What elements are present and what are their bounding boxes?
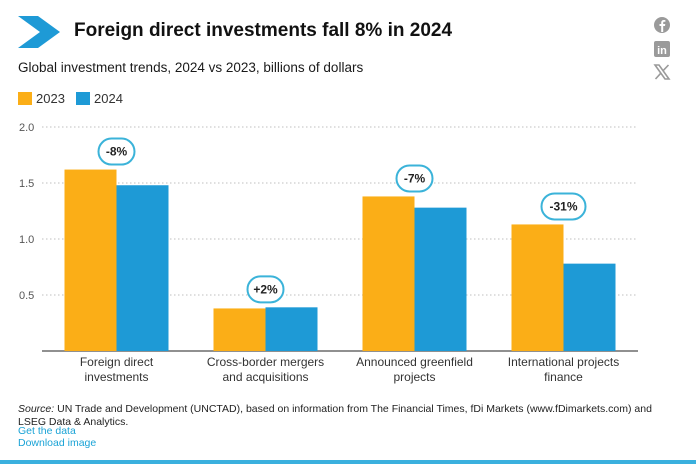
bar-2023-1 <box>213 308 266 351</box>
bar-2024-1 <box>265 307 318 351</box>
change-annotation-bubble <box>395 164 434 193</box>
change-annotation-bubble <box>246 275 285 304</box>
x-tick-label-line: Announced greenfield <box>356 355 473 369</box>
y-tick-label: 0.5 <box>19 290 34 302</box>
facebook-icon[interactable] <box>651 16 673 34</box>
y-tick-label: 2.0 <box>19 122 34 134</box>
linkedin-icon-text: in <box>657 45 667 57</box>
x-tick-label: Cross-border mergers and acquisitions <box>207 355 324 384</box>
linkedin-icon[interactable]: in <box>651 40 673 58</box>
bar-chart: 2.0 1.5 1.0 0.5 Foreign direct investments -8%… <box>19 122 638 384</box>
source-note: Source: UN Trade and Development (UNCTAD… <box>18 403 678 428</box>
x-tick-label-line: investments <box>84 370 148 384</box>
bar-2024-0 <box>116 185 169 351</box>
x-tick-label-line: projects <box>393 370 435 384</box>
change-annotation: -8% <box>106 145 128 159</box>
y-tick-label: 1.5 <box>19 178 34 190</box>
change-annotation-bubble <box>540 192 587 221</box>
x-tick-label: Announced greenfield projects <box>356 355 473 384</box>
download-image-link[interactable]: Download image <box>18 437 97 449</box>
change-annotation-bubble <box>97 137 136 166</box>
change-annotation: -7% <box>404 171 426 185</box>
bar-2024-2 <box>414 207 467 351</box>
bar-2023-3 <box>511 224 564 351</box>
x-tick-label-line: Cross-border mergers <box>207 355 324 369</box>
x-tick-label: Foreign direct investments <box>80 355 154 384</box>
legend-swatch-2024 <box>76 92 90 105</box>
bar-2024-3 <box>563 263 616 351</box>
source-text: UN Trade and Development (UNCTAD), based… <box>18 403 652 428</box>
chart-subtitle: Global investment trends, 2024 vs 2023, … <box>18 60 364 75</box>
x-tick-label-line: and acquisitions <box>222 370 308 384</box>
change-annotation: -31% <box>549 199 577 213</box>
y-tick-label: 1.0 <box>19 234 34 246</box>
x-tick-label: International projects finance <box>508 355 619 384</box>
bottom-rule <box>0 460 696 464</box>
brand-arrow-logo <box>18 16 60 48</box>
x-icon[interactable] <box>651 63 673 81</box>
change-annotation: +2% <box>253 282 278 296</box>
chart-title: Foreign direct investments fall 8% in 20… <box>74 20 453 41</box>
x-tick-label-line: finance <box>544 370 583 384</box>
x-tick-label-line: Foreign direct <box>80 355 154 369</box>
legend-label-2023: 2023 <box>36 91 65 106</box>
get-data-link[interactable]: Get the data <box>18 425 76 437</box>
source-label: Source: <box>18 403 55 415</box>
bar-2023-0 <box>64 169 117 351</box>
bar-2023-2 <box>362 196 415 351</box>
legend-label-2024: 2024 <box>94 91 123 106</box>
legend-swatch-2023 <box>18 92 32 105</box>
x-tick-label-line: International projects <box>508 355 619 369</box>
